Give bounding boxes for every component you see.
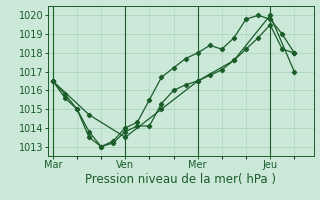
X-axis label: Pression niveau de la mer( hPa ): Pression niveau de la mer( hPa ) [85, 173, 276, 186]
